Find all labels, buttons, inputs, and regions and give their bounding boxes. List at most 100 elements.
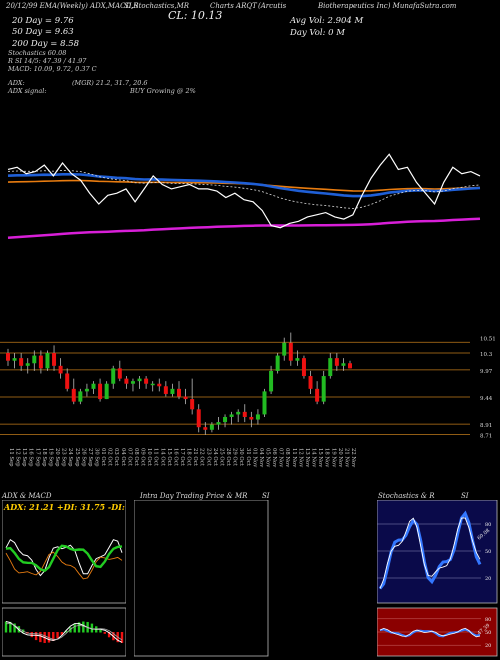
candle-body: [150, 383, 155, 386]
candle-body: [177, 388, 181, 397]
stochastics-label: Stochastics 60.08: [8, 49, 67, 57]
intraday-panel-title: Intra Day Trading Price & MR: [140, 492, 248, 500]
price-level-label: 9.44: [480, 396, 493, 402]
date-label: 21 Nov: [343, 448, 349, 467]
candle-body: [315, 388, 320, 402]
date-label: 25 Oct: [218, 448, 224, 467]
candle-body: [269, 370, 274, 392]
macd-histogram-bar: [69, 627, 72, 633]
rsi-level-label: 80: [485, 617, 491, 623]
date-label: 12 Sep: [15, 448, 21, 467]
date-label: 23 Sep: [61, 448, 67, 467]
date-label: 16 Sep: [28, 448, 34, 467]
ema-grey-line: [7, 173, 481, 197]
adx-label: ADX:: [8, 79, 25, 87]
date-label: 31 Oct: [245, 448, 251, 467]
date-label: 08 Nov: [284, 448, 290, 467]
candle-body: [78, 391, 83, 402]
candle-body: [262, 391, 267, 415]
candle-body: [84, 388, 89, 392]
candle-body: [282, 342, 287, 356]
avg-volume: Avg Vol: 2.904 M: [290, 16, 364, 26]
ema-lines: [7, 153, 481, 240]
macd-histogram-bar: [13, 623, 16, 633]
date-label: 20 Sep: [54, 448, 60, 467]
adx-values-text: ADX: 21.21 +DI: 31.75 -DI: 20.61: [3, 502, 126, 512]
date-label: 28 Oct: [225, 448, 231, 467]
date-label: 24 Sep: [67, 448, 73, 467]
header-site: Biotherapeutics Inc) MunafaSutra.com: [318, 2, 457, 10]
date-label: 18 Sep: [41, 448, 47, 467]
adx-line: [5, 538, 123, 577]
candle-body: [255, 414, 260, 420]
date-label: 13 Nov: [304, 448, 310, 467]
date-label: 16 Oct: [172, 448, 178, 467]
candle-body: [301, 358, 306, 377]
price-level-label: 8.71: [480, 433, 492, 439]
rsi-level-label: 50: [485, 630, 491, 636]
date-label: 01 Oct: [100, 448, 106, 467]
day-volume: Day Vol: 0 M: [290, 28, 345, 38]
macd-histogram-bar: [64, 630, 68, 633]
intraday-panel-si: SI: [262, 492, 270, 500]
candle-body: [58, 365, 63, 374]
macd-label: MACD: 10.09, 9.72, 0.37 C: [8, 65, 97, 73]
date-label: 21 Oct: [192, 448, 198, 467]
candle-body: [216, 422, 221, 425]
date-label: 15 Oct: [166, 448, 172, 467]
date-label: 29 Oct: [232, 448, 238, 467]
price-level-lines: 10.51 10.3 9.97 9.44 8.91 8.71: [0, 336, 496, 439]
macd-histogram-bar: [4, 621, 8, 633]
date-label: 19 Sep: [47, 448, 53, 467]
candle-body: [144, 378, 149, 384]
stoch-panel-si: SI: [461, 492, 469, 500]
date-label: 01 Nov: [251, 448, 257, 467]
date-label: 14 Oct: [159, 448, 165, 467]
candle-body: [249, 416, 254, 420]
date-label: 17 Sep: [34, 448, 40, 467]
ema200-label: 200 Day = 8.58: [12, 39, 80, 49]
date-label: 04 Oct: [120, 448, 126, 467]
candle-body: [334, 358, 339, 366]
date-label: 23 Oct: [205, 448, 211, 467]
candle-body: [348, 363, 352, 369]
header-indicators: 20/12/99 EMA(Weekly) ADX,MACD,R: [6, 2, 138, 10]
price-level-label: 8.91: [480, 423, 492, 429]
candle-body: [6, 353, 10, 361]
candle-body: [308, 376, 313, 389]
adx-panel: ADX: 21.21 +DI: 31.75 -DI: 20.61: [2, 500, 126, 657]
candle-body: [104, 383, 109, 400]
date-label: 07 Oct: [126, 448, 132, 467]
macd-histogram-bar: [107, 632, 111, 638]
candle-body: [137, 378, 142, 382]
ema20-line: [7, 169, 481, 209]
macd-histogram-bar: [34, 632, 38, 641]
price-level-label: 9.97: [480, 369, 493, 375]
macd-line: [5, 621, 123, 643]
header-rsi-stoch: SI,Stochastics,MR: [124, 2, 190, 10]
candle-body: [45, 353, 50, 369]
date-label: 03 Oct: [113, 448, 119, 467]
date-label: 22 Nov: [350, 448, 356, 467]
date-label: 09 Oct: [140, 448, 146, 467]
candle-body: [203, 427, 208, 430]
date-label: 10 Oct: [146, 448, 152, 467]
candle-body: [52, 353, 57, 366]
rsi-level-label: 20: [485, 643, 491, 649]
candle-body: [25, 363, 30, 366]
candle-body: [275, 355, 280, 371]
candle-body: [321, 376, 326, 402]
date-label: 11 Sep: [8, 448, 14, 467]
close-price: CL: 10.13: [168, 9, 223, 22]
candle-body: [341, 363, 346, 366]
buy-signal-label: BUY Growing @ 2%: [130, 87, 196, 95]
date-label: 07 Nov: [278, 448, 284, 467]
mgr-label: (MGR) 21.2, 31.7, 20.6: [72, 79, 148, 87]
date-label: 14 Nov: [311, 448, 317, 467]
header-company: (Arcutis: [258, 2, 287, 10]
macd-signal-line: [5, 623, 123, 641]
date-label: 15 Nov: [317, 448, 323, 467]
macd-histogram-bar: [56, 632, 59, 639]
